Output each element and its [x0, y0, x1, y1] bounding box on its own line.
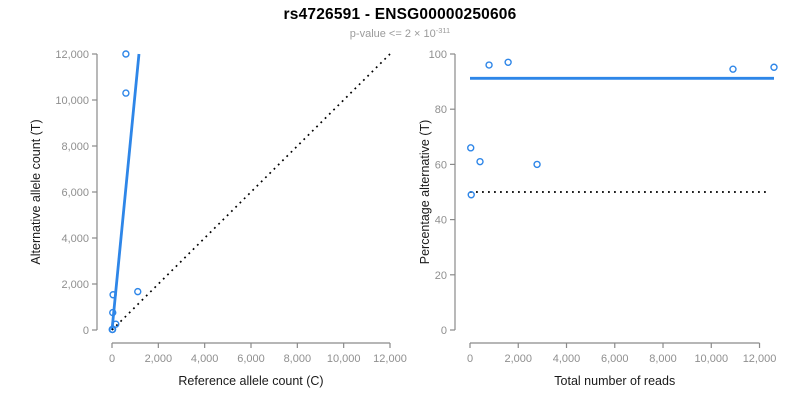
data-point	[476, 157, 484, 166]
y-tick-label: 0	[441, 325, 447, 337]
data-point	[533, 160, 541, 169]
x-tick-label: 6,000	[601, 353, 629, 365]
y-tick-label: 4,000	[61, 233, 89, 245]
x-tick-label: 2,000	[504, 353, 532, 365]
page-title: rs4726591 - ENSG00000250606	[283, 6, 517, 23]
y-tick-label: 100	[429, 49, 447, 61]
y-tick-label: 40	[435, 215, 447, 227]
x-tick-label: 8,000	[284, 353, 312, 365]
data-point	[122, 89, 130, 97]
y-tick-label: 60	[435, 159, 447, 171]
data-point	[108, 325, 117, 334]
subtitle-pvalue: p-value <= 2 × 10-311	[0, 26, 800, 40]
y-axis-title: Alternative allele count (T)	[29, 119, 43, 264]
data-point	[729, 65, 737, 73]
identity-line	[111, 53, 391, 331]
data-point	[134, 287, 142, 296]
x-tick-label: 4,000	[553, 353, 581, 365]
x-tick-label: 12,000	[743, 353, 777, 365]
data-point	[109, 291, 117, 299]
x-tick-label: 2,000	[145, 353, 173, 365]
y-tick-label: 80	[435, 104, 447, 116]
data-point	[770, 63, 778, 71]
y-tick-label: 6,000	[61, 187, 89, 199]
y-tick-label: 0	[83, 325, 89, 337]
x-axis-title: Reference allele count (C)	[178, 374, 323, 388]
x-tick-label: 0	[467, 353, 473, 365]
x-tick-label: 8,000	[649, 353, 677, 365]
data-point	[112, 320, 120, 328]
data-point	[467, 191, 475, 199]
x-tick-label: 10,000	[327, 353, 361, 365]
x-tick-label: 0	[109, 353, 115, 365]
data-point	[504, 58, 512, 66]
y-tick-label: 12,000	[55, 49, 89, 61]
x-tick-label: 10,000	[694, 353, 728, 365]
x-tick-label: 12,000	[373, 353, 407, 365]
y-tick-label: 10,000	[55, 95, 89, 107]
plot-panel-percentage-alternative: 0 2,000 4,000 6,000 8,000 10,000 12,000 0 20 40 60…	[418, 49, 778, 388]
y-tick-label: 8,000	[61, 141, 89, 153]
pvalue-exponent: -311	[435, 26, 451, 35]
data-point	[109, 308, 117, 317]
data-point	[467, 144, 475, 152]
data-point	[485, 61, 493, 69]
plot-panel-allele-counts: 0 2,000 4,000 6,000 8,000 10,000 12,000 0 2,000 4…	[29, 49, 407, 388]
y-tick-label: 2,000	[61, 279, 89, 291]
y-axis-title: Percentage alternative (T)	[418, 120, 432, 265]
x-axis-title: Total number of reads	[554, 374, 675, 388]
pvalue-text: p-value <= 2 × 10	[349, 28, 436, 40]
data-point	[122, 50, 130, 58]
y-tick-label: 20	[435, 270, 447, 282]
fit-line	[110, 53, 141, 331]
x-tick-label: 6,000	[237, 353, 265, 365]
x-tick-label: 4,000	[191, 353, 219, 365]
